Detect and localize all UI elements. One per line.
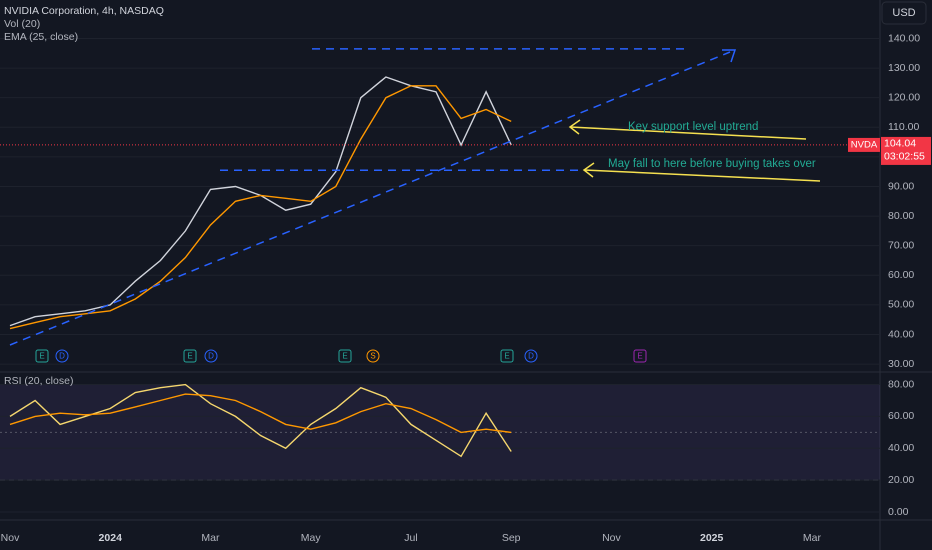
x-tick-label: Nov (1, 532, 20, 544)
x-tick-label: 2024 (99, 532, 123, 544)
event-badge (366, 349, 380, 363)
x-tick-label: Nov (602, 532, 621, 544)
y-tick-label: 140.00 (888, 32, 920, 44)
y-tick-label: 130.00 (888, 62, 920, 74)
y-tick-label: 20.00 (888, 474, 914, 486)
arrow (569, 126, 807, 140)
symbol-tag (848, 137, 880, 152)
event-label: E (187, 352, 192, 361)
event-badge (35, 349, 49, 363)
event-label: D (59, 352, 65, 361)
annotation: Key support level uptrend (628, 121, 758, 133)
y-tick-label: 110.00 (888, 121, 919, 133)
symbol-label: NVDA (851, 139, 878, 150)
indicator-label: EMA (25, close) (4, 31, 78, 43)
event-label: E (637, 352, 642, 361)
y-tick-label: 30.00 (888, 358, 914, 370)
event-badge (524, 349, 538, 363)
x-tick-label: Sep (502, 532, 521, 544)
y-tick-label: 80.00 (888, 378, 914, 390)
countdown: 03:02:55 (884, 151, 925, 163)
event-badge (204, 349, 218, 363)
y-tick-label: 60.00 (888, 410, 914, 422)
y-tick-label: 50.00 (888, 299, 914, 311)
event-label: D (528, 352, 534, 361)
currency[interactable]: USD (892, 7, 915, 19)
x-tick-label: Mar (803, 532, 822, 544)
x-tick-label: 2025 (700, 532, 724, 544)
indicator-line (9, 85, 512, 330)
last-price: 104.04 (884, 138, 916, 150)
event-label: D (208, 352, 214, 361)
indicator-label: RSI (20, close) (4, 375, 73, 387)
x-tick-label: May (301, 532, 322, 544)
event-label: E (39, 352, 44, 361)
event-badge (633, 349, 647, 363)
y-tick-label: 0.00 (888, 506, 909, 518)
chart-title: NVIDIA Corporation, 4h, NASDAQ (4, 5, 164, 17)
y-tick-label: 120.00 (888, 91, 920, 103)
arrow (583, 169, 821, 182)
event-label: S (370, 352, 375, 361)
trend-line (9, 51, 731, 346)
y-tick-label: 90.00 (888, 180, 914, 192)
event-label: E (342, 352, 347, 361)
arrow-head (582, 162, 595, 178)
arrow-head (568, 119, 581, 135)
price-tag (881, 136, 931, 165)
event-badge (500, 349, 514, 363)
indicator-label: Vol (20) (4, 18, 40, 30)
x-tick-label: Mar (201, 532, 220, 544)
event-badge (183, 349, 197, 363)
event-badge (55, 349, 69, 363)
y-tick-label: 70.00 (888, 239, 914, 251)
indicator-line (9, 393, 512, 434)
trend-arrow (722, 49, 737, 63)
y-tick-label: 40.00 (888, 328, 914, 340)
y-tick-label: 40.00 (888, 442, 914, 454)
y-tick-label: 60.00 (888, 269, 914, 281)
y-tick-label: 80.00 (888, 210, 914, 222)
x-tick-label: Jul (404, 532, 417, 544)
currency-button[interactable] (881, 1, 927, 25)
annotation: May fall to here before buying takes ove… (608, 158, 816, 170)
event-label: E (504, 352, 509, 361)
event-badge (338, 349, 352, 363)
